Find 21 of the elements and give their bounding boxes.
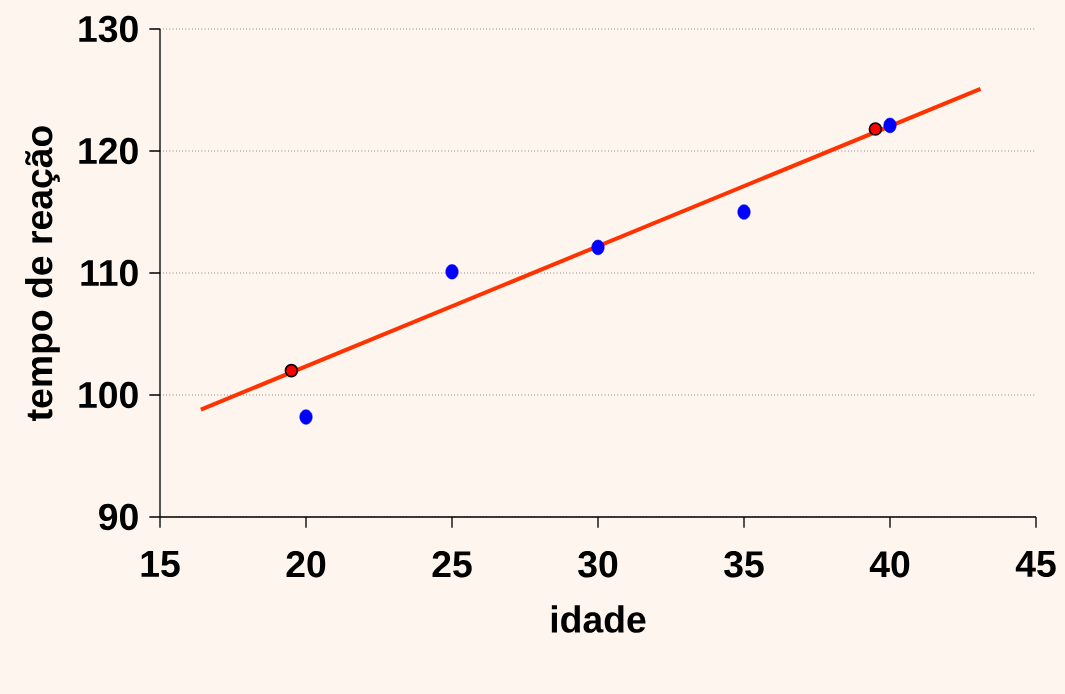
y-axis-title: tempo de reação [25, 126, 60, 421]
point [883, 117, 897, 133]
x-tick-label: 35 [724, 551, 764, 578]
x-tick-label: 15 [141, 551, 180, 578]
y-tick-label: 130 [79, 15, 138, 43]
point [284, 363, 299, 378]
point [299, 409, 313, 425]
x-tick-label: 30 [578, 551, 618, 578]
y-tick-label: 100 [79, 381, 138, 409]
point [445, 264, 459, 280]
x-tick-label: 40 [869, 551, 910, 578]
y-tick-label: 120 [79, 137, 138, 165]
x-tick-label: 20 [286, 551, 326, 578]
x-tick-label: 25 [432, 551, 472, 578]
x-tick-label: 45 [1015, 551, 1056, 578]
point [737, 204, 751, 220]
x-axis-title: idade [551, 605, 646, 633]
y-tick-label: 110 [81, 259, 138, 287]
y-tick-label: 90 [99, 503, 138, 531]
point [868, 122, 883, 136]
point [591, 239, 605, 255]
